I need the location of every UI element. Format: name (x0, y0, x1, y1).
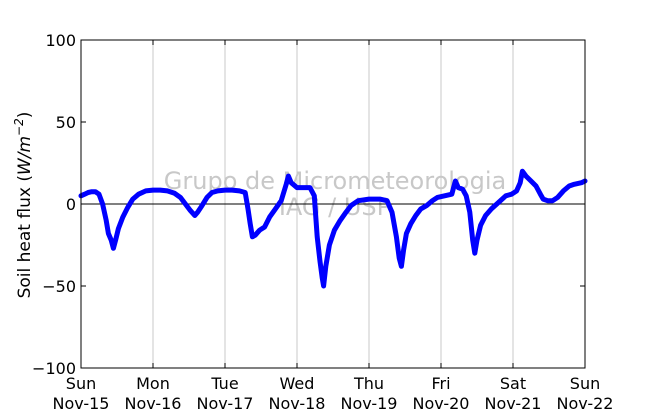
y-tick-label-1: 50 (56, 113, 76, 132)
x-tick-day-6: Sat (500, 374, 526, 393)
x-tick-date-1: Nov-16 (125, 394, 182, 409)
y-axis-label-unit: W/m (15, 136, 35, 175)
x-tick-day-3: Wed (280, 374, 315, 393)
x-tick-day-0: Sun (66, 374, 96, 393)
x-tick-date-0: Nov-15 (53, 394, 110, 409)
x-tick-day-7: Sun (570, 374, 600, 393)
y-axis-label: Soil heat flux (W/m−2) (12, 112, 35, 299)
y-axis-label-exponent: −2 (12, 118, 26, 136)
y-tick-label-4: −100 (32, 359, 76, 378)
y-tick-label-3: −50 (42, 277, 76, 296)
y-tick-label-0: 100 (45, 31, 76, 50)
series-line-0 (78, 168, 588, 289)
x-tick-date-2: Nov-17 (197, 394, 254, 409)
y-axis-label-suffix: ) (15, 112, 35, 119)
x-tick-day-5: Fri (431, 374, 450, 393)
x-axis: SunNov-15MonNov-16TueNov-17WedNov-18ThuN… (53, 40, 614, 409)
x-tick-date-4: Nov-19 (341, 394, 398, 409)
x-tick-day-2: Tue (210, 374, 238, 393)
y-tick-label-2: 0 (66, 195, 76, 214)
x-tick-day-4: Thu (353, 374, 384, 393)
x-tick-date-6: Nov-21 (485, 394, 542, 409)
x-tick-day-1: Mon (136, 374, 170, 393)
x-tick-date-5: Nov-20 (413, 394, 470, 409)
series (78, 168, 588, 289)
y-axis: 100 50 0 −50 −100 (32, 31, 585, 378)
y-axis-label-prefix: Soil heat flux ( (15, 175, 35, 298)
x-tick-date-3: Nov-18 (269, 394, 326, 409)
x-tick-date-7: Nov-22 (557, 394, 614, 409)
